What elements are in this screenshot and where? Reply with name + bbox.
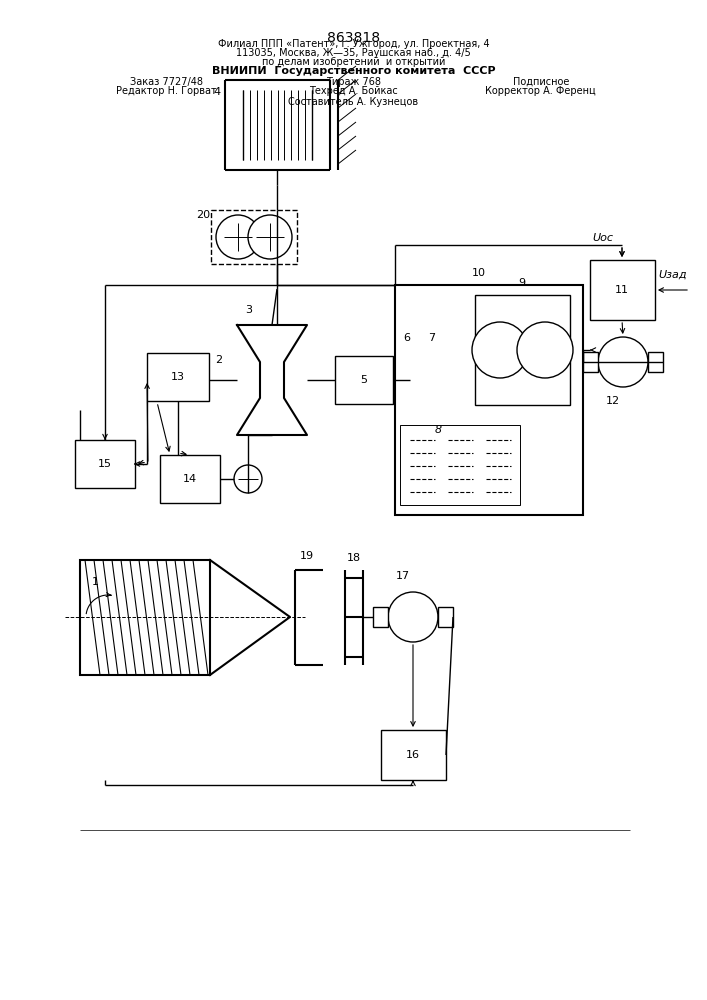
Text: 863818: 863818 [327,31,380,45]
Text: Техред А. Бойкас: Техред А. Бойкас [309,86,398,96]
Text: Заказ 7727/48: Заказ 7727/48 [129,77,203,87]
Text: 14: 14 [183,474,197,484]
Bar [335,356,393,404]
Bar [400,425,520,505]
Text: 19: 19 [300,551,314,561]
Text: 2: 2 [215,355,222,365]
Text: 3: 3 [245,305,252,315]
Text: Uзад: Uзад [658,270,686,280]
Text: 18: 18 [347,553,361,563]
Bar [583,352,598,372]
Text: Филиал ППП «Патент», г. Ужгород, ул. Проектная, 4: Филиал ППП «Патент», г. Ужгород, ул. Про… [218,39,489,49]
Text: 20: 20 [196,210,210,220]
Text: 16: 16 [406,750,420,760]
Text: ВНИИПИ  Государственного комитета  СССР: ВНИИПИ Государственного комитета СССР [211,66,496,76]
Text: Редактор Н. Горват: Редактор Н. Горват [116,86,216,96]
Bar [147,353,209,401]
Text: 10: 10 [472,268,486,278]
Text: 12: 12 [606,396,620,406]
Circle shape [388,592,438,642]
Bar [80,560,210,675]
Bar [648,352,663,372]
Bar [475,295,570,405]
Bar [160,455,220,503]
Text: 6: 6 [404,333,411,343]
Bar [381,730,446,780]
Text: Составитель А. Кузнецов: Составитель А. Кузнецов [288,97,419,107]
Circle shape [248,215,292,259]
Text: 17: 17 [396,571,410,581]
Circle shape [472,322,528,378]
Bar [438,607,453,627]
Circle shape [517,322,573,378]
Text: 7: 7 [428,333,436,343]
Circle shape [598,337,648,387]
Bar [590,260,655,320]
Text: 11: 11 [615,285,629,295]
Bar [75,440,135,488]
Text: 5: 5 [361,375,368,385]
Text: Подписное: Подписное [513,77,569,87]
Text: 15: 15 [98,459,112,469]
Text: Тираж 768: Тираж 768 [326,77,381,87]
Text: 1: 1 [92,577,99,587]
Bar [410,350,430,415]
Text: Uос: Uос [592,233,613,243]
Bar [211,210,297,264]
Bar [373,607,388,627]
Text: 113035, Москва, Ж—35, Раушская наб., д. 4/5: 113035, Москва, Ж—35, Раушская наб., д. … [236,48,471,58]
Circle shape [234,465,262,493]
Text: 8: 8 [435,425,442,435]
Text: по делам изобретений  и открытий: по делам изобретений и открытий [262,57,445,67]
Text: 9: 9 [518,278,525,288]
Bar [395,285,583,515]
Circle shape [430,364,466,400]
Text: 13: 13 [171,372,185,382]
Circle shape [216,215,260,259]
Text: 4: 4 [213,87,220,97]
Text: Корректор А. Ференц: Корректор А. Ференц [486,86,596,96]
Circle shape [468,364,504,400]
